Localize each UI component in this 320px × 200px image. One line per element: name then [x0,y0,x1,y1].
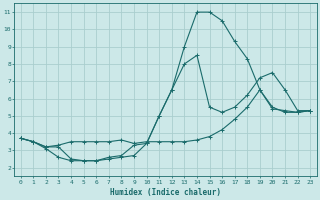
X-axis label: Humidex (Indice chaleur): Humidex (Indice chaleur) [110,188,221,197]
